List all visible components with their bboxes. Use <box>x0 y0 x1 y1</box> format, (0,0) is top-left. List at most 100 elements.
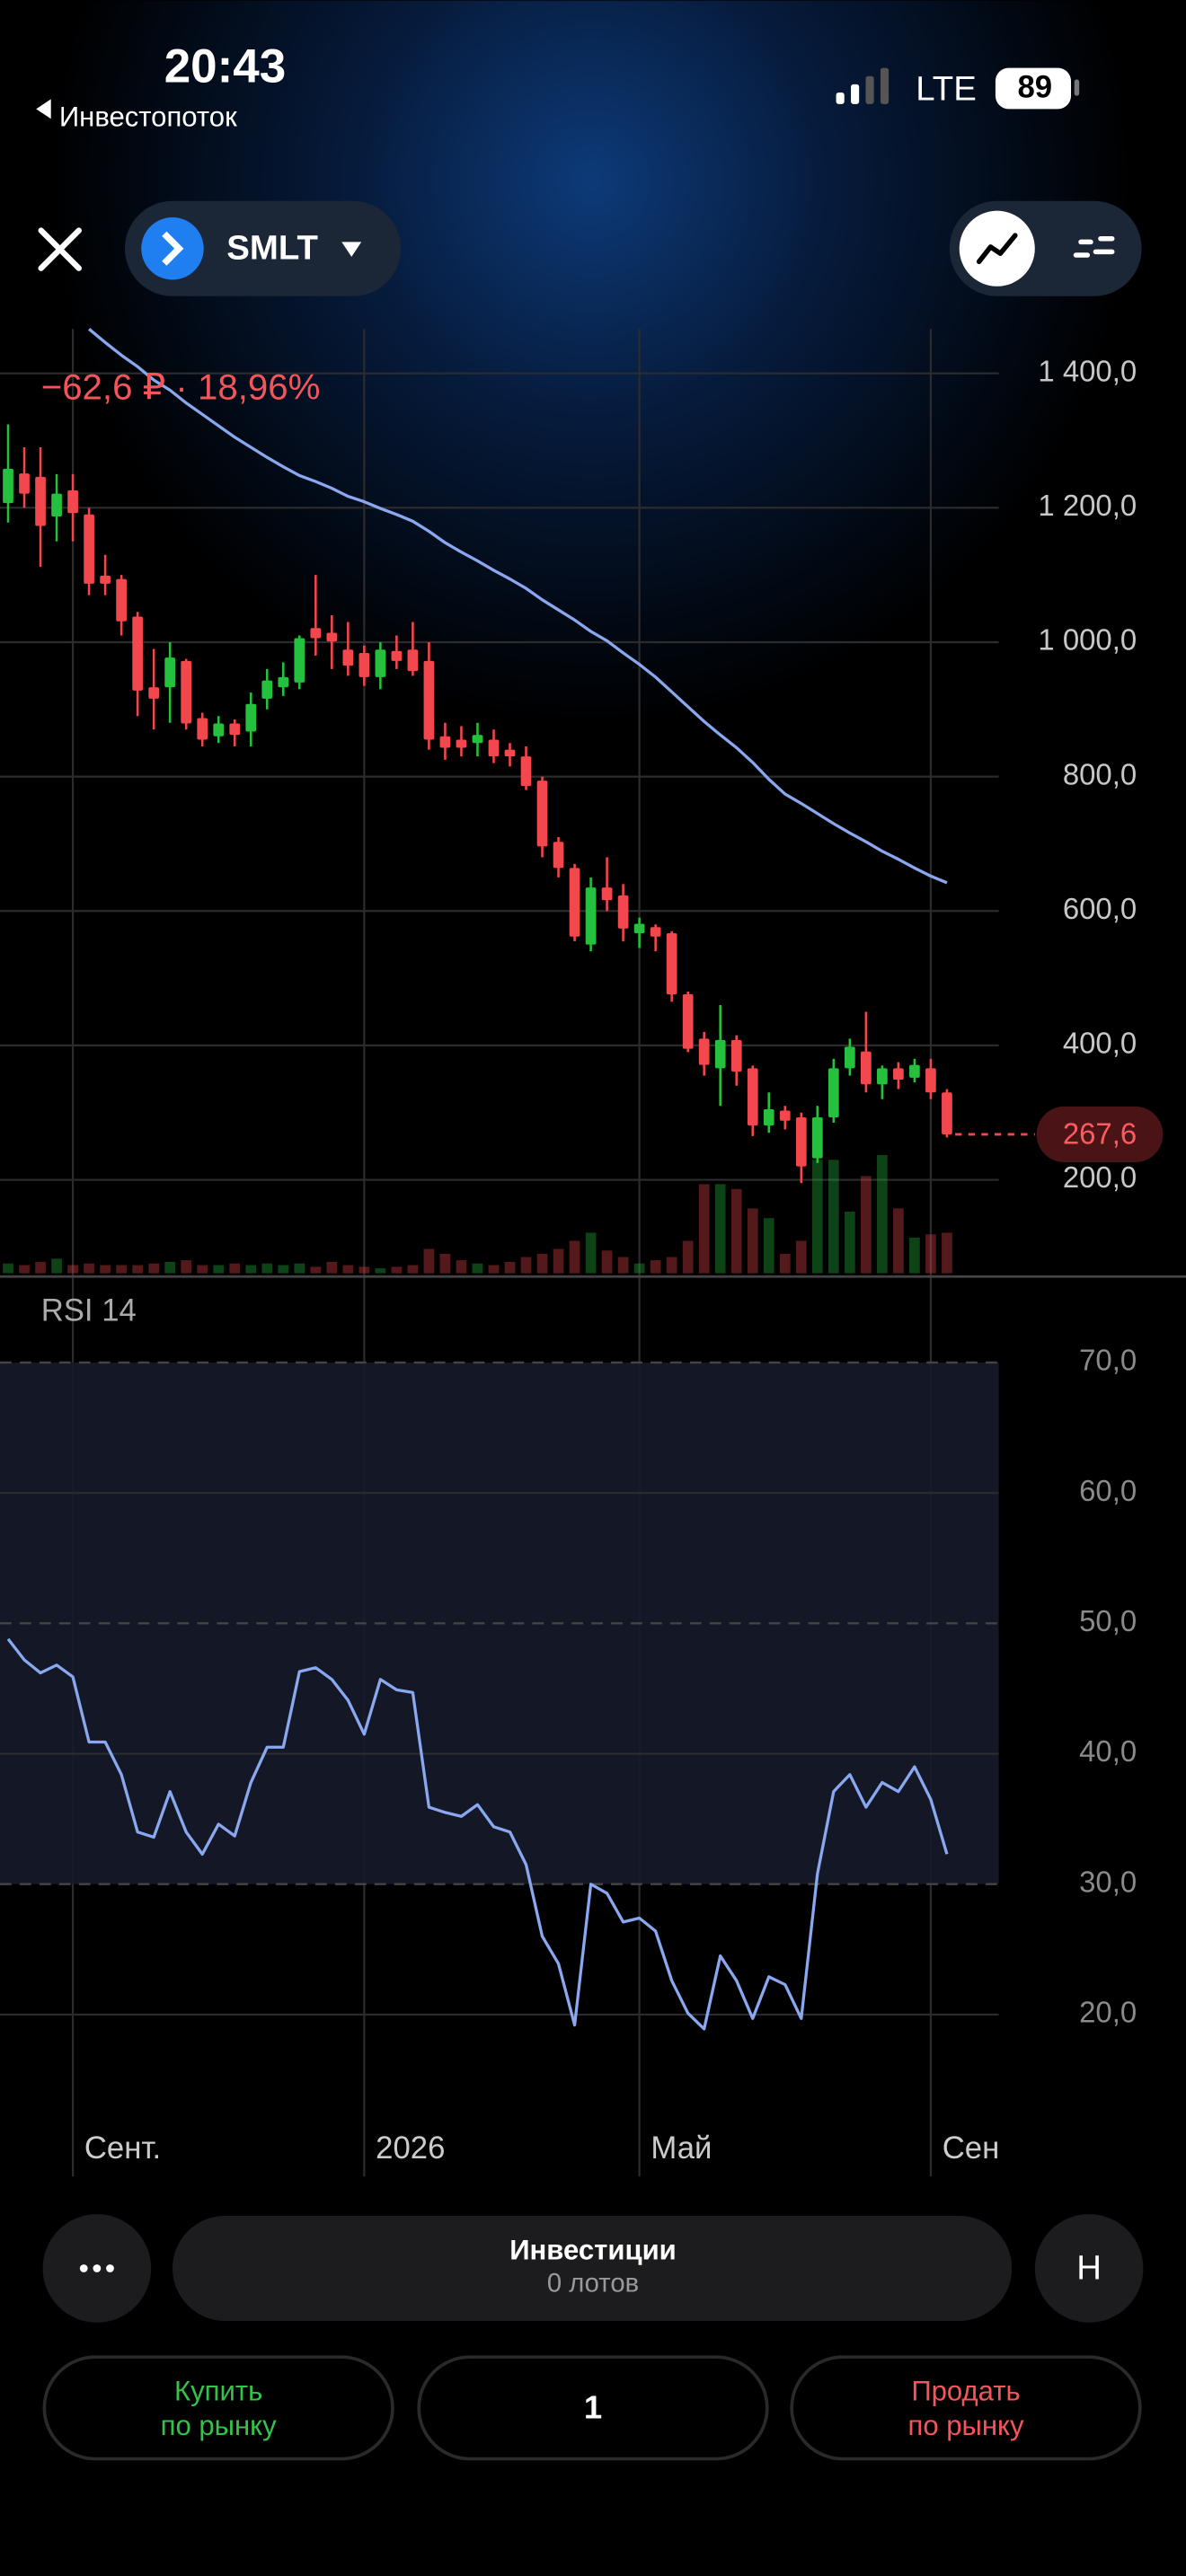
volume-bar <box>326 1261 338 1274</box>
background-glow <box>0 0 1186 1019</box>
volume-bar <box>35 1261 46 1274</box>
sell-label: по рынку <box>907 2410 1023 2441</box>
volume-bar <box>278 1265 289 1274</box>
candle-body <box>261 680 273 699</box>
candle-body <box>730 1039 742 1072</box>
volume-bar <box>132 1265 143 1274</box>
rsi-tick-label: 50,0 <box>1079 1604 1137 1637</box>
volume-bar <box>310 1266 322 1274</box>
rsi-line <box>6 1637 949 2031</box>
quantity-value: 1 <box>584 2388 602 2425</box>
y-tick-label: 800,0 <box>1063 757 1137 790</box>
candle-body <box>553 842 564 869</box>
volume-bar <box>84 1263 94 1274</box>
candle-body <box>698 1038 710 1065</box>
candle-body <box>666 932 677 995</box>
candle-body <box>585 887 597 945</box>
candle-body <box>3 468 13 504</box>
x-tick-label: 2026 <box>376 2131 445 2166</box>
y-tick-label: 200,0 <box>1063 1160 1137 1194</box>
x-tick-label: Сен <box>943 2131 1000 2166</box>
rsi-tick-label: 30,0 <box>1079 1865 1137 1898</box>
back-link[interactable]: Инвестопоток <box>59 101 237 132</box>
volume-bar <box>213 1265 225 1274</box>
volume-bar <box>116 1265 127 1274</box>
buy-button[interactable] <box>42 2355 394 2461</box>
x-tick-label: Сент. <box>84 2131 161 2166</box>
volume-bar <box>536 1253 548 1274</box>
volume-bar <box>358 1266 370 1274</box>
volume-bar <box>504 1261 516 1274</box>
volume-bar <box>261 1263 273 1274</box>
volume-bar <box>164 1261 176 1274</box>
candle-body <box>358 652 370 677</box>
rsi-tick-label: 40,0 <box>1079 1734 1137 1768</box>
candle-body <box>375 649 386 677</box>
candle-body <box>488 739 500 757</box>
volume-bar <box>520 1257 532 1274</box>
mode-button[interactable] <box>1034 2214 1144 2323</box>
buy-label: Купить <box>174 2376 262 2407</box>
price-change: −62,6 ₽ · 18,96% <box>41 367 321 408</box>
volume-bar <box>763 1218 774 1274</box>
sell-button[interactable] <box>790 2355 1142 2461</box>
y-tick-label: 600,0 <box>1063 892 1137 925</box>
plot-area <box>3 328 1035 2031</box>
volume-bar <box>375 1268 386 1274</box>
ticker-logo <box>141 216 204 280</box>
battery-level: 89 <box>1017 71 1052 105</box>
candle-body <box>19 473 30 494</box>
volume-bar <box>245 1265 257 1274</box>
candle-body <box>148 687 160 699</box>
candle-body <box>714 1039 726 1069</box>
candle-body <box>116 578 127 622</box>
candle-body <box>520 756 532 787</box>
volume-bar <box>197 1265 208 1274</box>
candle-body <box>828 1068 839 1117</box>
candle-body <box>633 923 645 933</box>
candle-body <box>763 1108 774 1125</box>
candle-body <box>181 660 192 724</box>
volume-bar <box>585 1232 597 1274</box>
more-icon <box>79 2264 114 2272</box>
volume-bar <box>925 1234 936 1274</box>
volume-bar <box>51 1258 62 1274</box>
candle-body <box>747 1068 758 1125</box>
rsi-tick-label: 70,0 <box>1079 1344 1137 1377</box>
candle-body <box>844 1046 855 1069</box>
candle-body <box>245 703 257 732</box>
buy-label: по рынку <box>161 2410 277 2441</box>
last-price-badge <box>1036 1106 1164 1163</box>
candle-body <box>294 638 305 683</box>
candle-body <box>278 676 289 688</box>
candle-body <box>197 718 208 740</box>
candle-body <box>472 735 483 744</box>
moving-average-line <box>88 328 948 885</box>
back-arrow[interactable] <box>36 99 51 119</box>
candle-body <box>617 895 629 929</box>
quantity-input[interactable] <box>417 2355 769 2461</box>
volume-bar <box>698 1184 710 1274</box>
x-tick-label: Май <box>651 2131 712 2166</box>
ticker-selector[interactable] <box>124 200 402 296</box>
volume-bar <box>633 1263 645 1274</box>
volume-bar <box>942 1232 952 1274</box>
position-panel[interactable] <box>172 2215 1013 2321</box>
position-lots: 0 лотов <box>547 2269 639 2298</box>
rsi-title: RSI 14 <box>41 1294 137 1328</box>
candle-body <box>795 1116 807 1167</box>
candle-body <box>229 723 241 736</box>
candle-view-button[interactable] <box>1073 236 1115 258</box>
candle-body <box>811 1116 823 1159</box>
volume-bar <box>407 1265 419 1274</box>
volume-bar <box>488 1265 500 1274</box>
line-view-icon <box>976 233 1018 265</box>
candle-body <box>407 649 419 672</box>
volume-bar <box>795 1240 807 1274</box>
candle-body <box>682 994 694 1049</box>
close-button[interactable] <box>38 227 82 271</box>
volume-bar <box>472 1263 483 1274</box>
candle-body <box>893 1068 904 1081</box>
